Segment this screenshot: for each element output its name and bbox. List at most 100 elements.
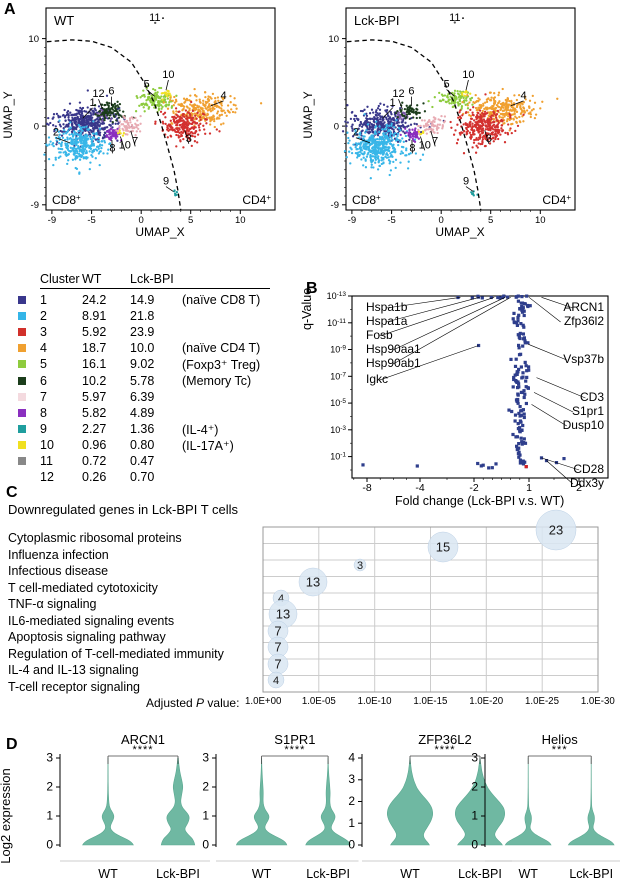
svg-text:Lck-BPI: Lck-BPI: [458, 867, 502, 881]
svg-text:10: 10: [328, 34, 339, 45]
svg-text:3: 3: [471, 751, 478, 765]
svg-text:6: 6: [408, 86, 414, 98]
svg-text:UMAP_Y: UMAP_Y: [3, 91, 15, 139]
svg-text:12: 12: [92, 88, 104, 100]
svg-text:Ddx3y: Ddx3y: [570, 476, 604, 490]
svg-text:WT: WT: [518, 867, 538, 881]
svg-text:10-5: 10-5: [330, 398, 346, 409]
svg-text:CD3: CD3: [580, 390, 604, 404]
svg-text:WT: WT: [252, 867, 272, 881]
svg-text:CD8+: CD8+: [352, 193, 381, 208]
svg-text:7: 7: [132, 135, 138, 147]
svg-text:1: 1: [202, 809, 209, 823]
svg-text:5: 5: [488, 215, 493, 226]
svg-text:2: 2: [53, 127, 59, 139]
svg-text:9: 9: [163, 176, 169, 188]
svg-text:UMAP_X: UMAP_X: [135, 225, 184, 239]
svg-text:10: 10: [462, 69, 474, 81]
svg-text:7: 7: [274, 624, 281, 639]
svg-text:7: 7: [274, 640, 281, 655]
svg-text:0: 0: [46, 838, 53, 852]
svg-text:Hspa1a: Hspa1a: [366, 314, 408, 328]
svg-text:10: 10: [28, 34, 39, 45]
svg-text:WT: WT: [400, 867, 420, 881]
svg-text:-5: -5: [87, 215, 95, 226]
svg-text:4: 4: [273, 675, 279, 687]
svg-text:1: 1: [46, 809, 53, 823]
svg-text:S1pr1: S1pr1: [572, 404, 604, 418]
svg-text:ZFP36L2: ZFP36L2: [418, 732, 471, 747]
svg-text:1: 1: [348, 816, 355, 830]
svg-text:Hsp90ab1: Hsp90ab1: [366, 356, 421, 370]
svg-text:-2: -2: [469, 482, 478, 494]
svg-text:WT: WT: [54, 13, 74, 28]
svg-text:3: 3: [357, 560, 363, 572]
svg-text:UMAP_Y: UMAP_Y: [303, 91, 315, 139]
svg-text:11: 11: [449, 12, 460, 24]
svg-text:2: 2: [202, 780, 209, 794]
svg-text:6: 6: [108, 86, 114, 98]
svg-text:0: 0: [471, 838, 478, 852]
svg-text:7: 7: [432, 135, 438, 147]
svg-text:WT: WT: [98, 867, 118, 881]
svg-text:Lck-BPI: Lck-BPI: [569, 867, 613, 881]
svg-text:10: 10: [419, 139, 431, 151]
svg-text:Dusp10: Dusp10: [563, 418, 605, 432]
svg-text:4: 4: [520, 90, 526, 102]
svg-text:0: 0: [348, 838, 355, 852]
svg-text:10-3: 10-3: [330, 424, 346, 435]
svg-text:10: 10: [119, 139, 131, 151]
svg-text:CD8+: CD8+: [52, 193, 81, 208]
svg-text:10-11: 10-11: [327, 317, 346, 328]
svg-text:CD4+: CD4+: [242, 193, 271, 208]
svg-text:-5: -5: [387, 215, 395, 226]
svg-text:3: 3: [486, 133, 492, 145]
svg-text:10: 10: [535, 215, 546, 226]
svg-text:2: 2: [46, 780, 53, 794]
svg-text:10-13: 10-13: [327, 291, 347, 302]
svg-text:5: 5: [188, 215, 193, 226]
svg-text:Hsp90aa1: Hsp90aa1: [366, 342, 421, 356]
svg-text:Lck-BPI: Lck-BPI: [156, 867, 200, 881]
svg-text:4: 4: [220, 90, 226, 102]
svg-text:3: 3: [202, 751, 209, 765]
svg-text:5: 5: [144, 79, 150, 91]
svg-text:UMAP_X: UMAP_X: [435, 225, 484, 239]
svg-text:ARCN1: ARCN1: [121, 732, 165, 747]
svg-text:-9: -9: [48, 215, 56, 226]
svg-text:3: 3: [46, 751, 53, 765]
svg-text:Igkc: Igkc: [366, 372, 388, 386]
svg-text:-9: -9: [348, 215, 356, 226]
svg-text:Log2 expression: Log2 expression: [0, 768, 13, 863]
svg-text:0: 0: [34, 121, 39, 132]
svg-text:CD28: CD28: [573, 462, 604, 476]
svg-text:CD4+: CD4+: [542, 193, 571, 208]
svg-text:10-9: 10-9: [330, 344, 346, 355]
svg-text:Zfp36l2: Zfp36l2: [564, 314, 604, 328]
svg-text:1: 1: [526, 482, 532, 494]
svg-text:5: 5: [444, 79, 450, 91]
svg-text:Hspa1b: Hspa1b: [366, 300, 408, 314]
svg-text:10: 10: [162, 69, 174, 81]
svg-text:-9: -9: [31, 200, 39, 211]
svg-text:15: 15: [436, 540, 450, 555]
svg-text:4: 4: [348, 751, 355, 765]
svg-text:8: 8: [109, 142, 115, 154]
svg-text:10-1: 10-1: [330, 451, 346, 462]
svg-text:1: 1: [471, 809, 478, 823]
svg-text:Lck-BPI: Lck-BPI: [306, 867, 350, 881]
svg-text:8: 8: [409, 142, 415, 154]
svg-text:3: 3: [348, 772, 355, 786]
svg-text:Vsp37b: Vsp37b: [563, 352, 604, 366]
svg-text:12: 12: [392, 88, 404, 100]
svg-text:10-7: 10-7: [330, 371, 346, 382]
svg-text:-4: -4: [415, 482, 424, 494]
svg-text:13: 13: [306, 575, 320, 590]
svg-text:10: 10: [235, 215, 246, 226]
svg-text:0: 0: [334, 121, 339, 132]
svg-text:Lck-BPI: Lck-BPI: [354, 13, 400, 28]
svg-text:-9: -9: [331, 200, 339, 211]
svg-text:2: 2: [348, 794, 355, 808]
svg-text:11: 11: [149, 12, 160, 24]
svg-text:ARCN1: ARCN1: [563, 300, 604, 314]
